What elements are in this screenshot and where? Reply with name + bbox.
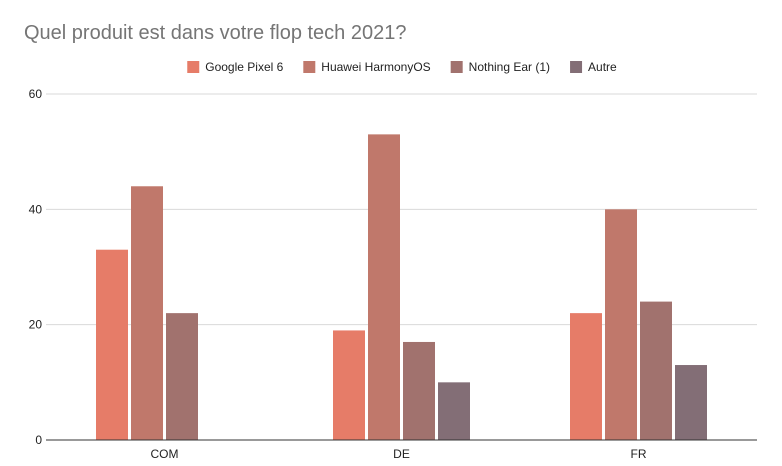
legend-item: Google Pixel 6: [187, 60, 284, 74]
bars: [96, 134, 707, 440]
bar-de-series-3: [403, 341, 435, 440]
legend-label: Huawei HarmonyOS: [321, 60, 430, 74]
legend-label: Google Pixel 6: [205, 60, 283, 74]
legend-swatch: [187, 61, 200, 73]
y-tick-label: 40: [29, 202, 43, 216]
legend: Google Pixel 6 Huawei HarmonyOS Nothing Ea…: [187, 60, 617, 74]
bar-com-series-2: [131, 186, 163, 440]
x-tick-label: FR: [631, 447, 647, 461]
bar-fr-series-4: [675, 365, 707, 440]
gridlines: [46, 93, 757, 326]
bar-fr-series-2: [605, 209, 637, 440]
x-tick-label: DE: [393, 447, 410, 461]
legend-item: Nothing Ear (1): [450, 60, 550, 74]
legend-swatch: [570, 61, 583, 73]
x-tick-label: COM: [151, 447, 179, 461]
bar-fr-series-3: [640, 301, 672, 440]
bar-de-series-4: [438, 382, 470, 440]
bar-fr-series-1: [570, 313, 602, 440]
bar-com-series-1: [96, 249, 128, 440]
bar-com-series-3: [166, 313, 198, 440]
axes: 0 20 40 60 COM DE FR: [29, 87, 757, 461]
legend-item: Autre: [570, 60, 617, 74]
legend-swatch: [450, 61, 463, 73]
y-tick-label: 20: [29, 318, 43, 332]
y-tick-label: 0: [35, 433, 42, 447]
legend-label: Autre: [588, 60, 617, 74]
y-tick-label: 60: [29, 87, 43, 101]
legend-label: Nothing Ear (1): [469, 60, 550, 74]
chart-title: Quel produit est dans votre flop tech 20…: [24, 22, 407, 44]
legend-swatch: [303, 61, 316, 73]
bar-de-series-1: [333, 330, 365, 440]
bar-de-series-2: [368, 134, 400, 440]
legend-item: Huawei HarmonyOS: [303, 60, 431, 74]
